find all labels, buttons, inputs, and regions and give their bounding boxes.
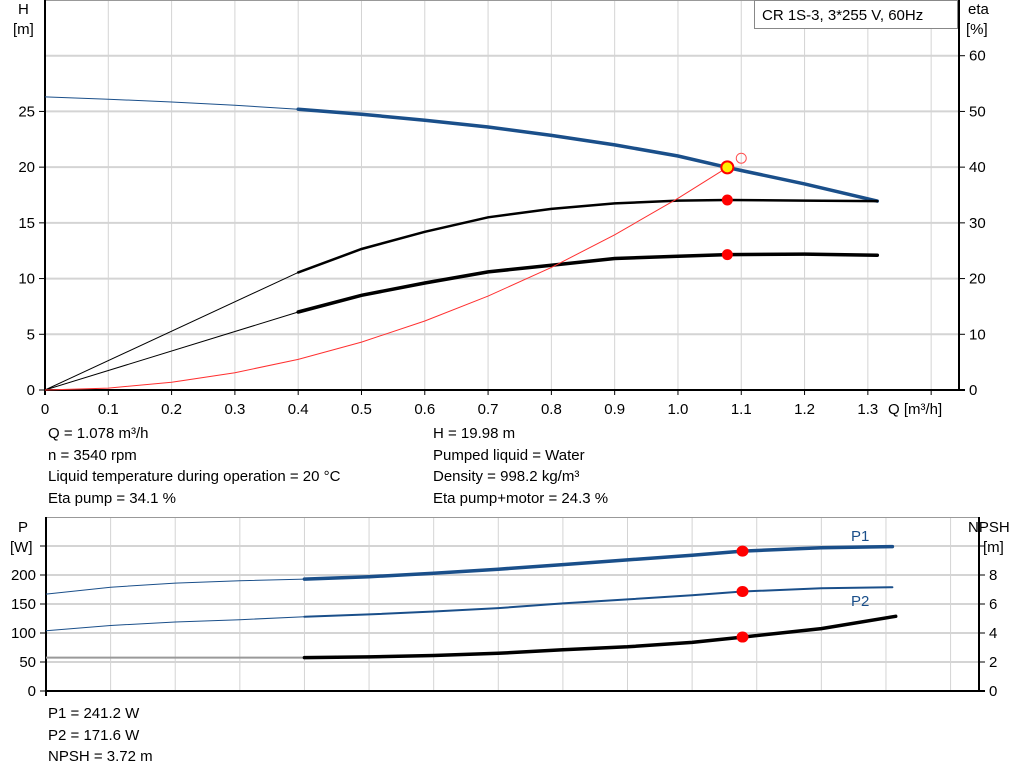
flow-value: Q = 1.078 m³/h [48,425,149,442]
duty-point-marker [720,160,735,175]
right-y-tick-label: 6 [989,596,997,613]
x-tick-label: 1.1 [731,401,752,418]
right-y-tick-label: 20 [969,271,986,288]
head-curve [296,107,880,203]
x-tick-label: 0.1 [98,401,119,418]
left-y-tick-label: 100 [11,625,36,642]
top-curves [44,96,880,391]
x-tick-label: 0.8 [541,401,562,418]
h-axis-label: H [18,1,29,18]
head-curve-extrapolated [44,96,299,110]
P2-curve [303,586,894,618]
right-y-tick-label: 0 [969,382,977,399]
head-value: H = 19.98 m [433,425,516,442]
npsh-axis-label: NPSH [968,519,1010,536]
title-box [754,0,958,29]
right-y-tick-label: 4 [989,625,997,642]
liquid-temperature-value: Liquid temperature during operation = 20… [48,468,341,485]
x-tick-label: 0.9 [604,401,625,418]
p2-series-label: P2 [851,593,869,610]
p2-value: P2 = 171.6 W [48,726,140,744]
left-y-tick-label: 0 [27,382,35,399]
eta_total-curve-extrapolated [44,311,299,391]
eta-pump-value: Eta pump = 34.1 % [48,489,176,507]
P2-curve-extrapolated [45,616,305,632]
eta_pump-curve [296,198,879,274]
npsh-value: NPSH = 3.72 m [48,748,153,765]
chart-title: CR 1S-3, 3*255 V, 60Hz [762,7,923,24]
x-tick-label: 0.6 [414,401,435,418]
right-y-tick-label: 30 [969,215,986,232]
eta_total-curve [296,252,880,314]
x-tick-label: 0.7 [478,401,499,418]
right-y-tick-label: 0 [989,683,997,700]
right-y-tick-label: 60 [969,48,986,65]
left-y-tick-label: 150 [11,596,36,613]
left-y-tick-label: 15 [18,215,35,232]
npsh-axis-unit: [m] [983,539,1004,556]
density-value: Density = 998.2 kg/m³ [433,468,580,485]
left-y-tick-label: 10 [18,271,35,288]
duty-point-marker [721,249,733,261]
system-curve [44,166,728,391]
x-tick-label: 1.2 [794,401,815,418]
left-y-tick-label: 0 [28,683,36,700]
top-grid [39,0,965,395]
NPSH-curve [302,614,898,660]
eta_pump-curve-extrapolated [44,271,299,391]
requested-point-marker [735,152,747,164]
P1-curve [302,544,895,581]
right-y-tick-label: 10 [969,326,986,343]
x-tick-label: 0 [41,401,49,418]
p1-value: P1 = 241.2 W [48,705,140,722]
left-y-tick-label: 20 [18,159,35,176]
p-axis-label: P [18,519,28,536]
eta-axis-label: eta [968,1,990,18]
left-y-tick-label: 50 [19,654,36,671]
duty-point-marker [736,585,749,597]
left-y-tick-label: 200 [11,567,36,584]
info-bottom: P1 = 241.2 W P2 = 171.6 W NPSH = 3.72 m [48,703,153,768]
x-tick-label: 0.5 [351,401,372,418]
left-y-tick-label: 5 [27,326,35,343]
x-tick-label: 0.2 [161,401,182,418]
eta-total-value: Eta pump+motor = 24.3 % [433,489,609,507]
bottom-curves [45,544,898,660]
right-y-tick-label: 50 [969,103,986,120]
duty-point-marker [736,545,749,557]
P1-curve-extrapolated [45,578,305,595]
duty-point-marker [736,631,749,643]
right-y-tick-label: 8 [989,567,997,584]
speed-value: n = 3540 rpm [48,446,137,464]
x-tick-label: 0.4 [288,401,309,418]
p-axis-unit: [W] [10,539,33,556]
duty-point-marker [721,194,733,206]
right-y-tick-label: 40 [969,159,986,176]
eta-axis-unit: [%] [966,21,988,38]
right-y-tick-label: 2 [989,654,997,671]
x-tick-label: 0.3 [224,401,245,418]
q-axis-label: Q [m³/h] [888,401,942,418]
x-tick-label: 1.3 [857,401,878,418]
info-top-left: Q = 1.078 m³/h n = 3540 rpm Liquid tempe… [48,423,340,509]
left-y-tick-label: 25 [18,103,35,120]
x-tick-label: 1.0 [668,401,689,418]
h-axis-unit: [m] [13,21,34,38]
pumped-liquid-value: Pumped liquid = Water [433,446,585,464]
info-top-right: H = 19.98 m Pumped liquid = Water Densit… [433,423,608,509]
p1-series-label: P1 [851,528,869,545]
